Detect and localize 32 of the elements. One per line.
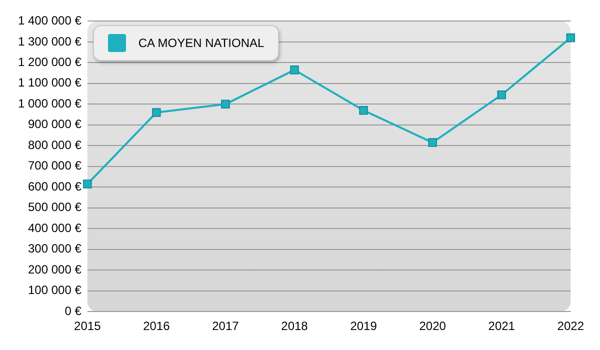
x-tick-label: 2020 bbox=[419, 319, 446, 334]
x-tick-label: 2017 bbox=[212, 319, 240, 334]
point bbox=[497, 90, 506, 100]
x-tick-label: 2015 bbox=[74, 319, 102, 334]
y-tick-label: 400 000 € bbox=[28, 220, 82, 235]
x-tick-label: 2016 bbox=[143, 319, 170, 334]
x-tick-label: 2021 bbox=[488, 319, 516, 334]
y-tick-label: 0 € bbox=[64, 304, 82, 318]
y-tick-label: 1 100 000 € bbox=[18, 76, 82, 90]
point bbox=[83, 180, 92, 188]
y-tick-label: 100 000 € bbox=[28, 283, 82, 298]
x-tick-label: 2018 bbox=[281, 319, 308, 334]
y-tick-label: 1 000 000 € bbox=[18, 96, 82, 110]
y-tick-label: 700 000 € bbox=[28, 158, 82, 173]
y-tick-label: 500 000 € bbox=[28, 200, 82, 214]
y-tick-label: 1 200 000 € bbox=[18, 55, 82, 69]
y-tick-label: 900 000 € bbox=[28, 117, 82, 132]
point bbox=[221, 100, 230, 109]
y-tick-label: 600 000 € bbox=[28, 179, 82, 194]
point bbox=[428, 138, 437, 147]
point bbox=[566, 33, 576, 42]
y-tick-label: 1 300 000 € bbox=[18, 34, 82, 48]
y-tick-label: 200 000 € bbox=[28, 262, 82, 276]
y-tick-label: 800 000 € bbox=[28, 138, 82, 152]
x-tick-label: 2022 bbox=[557, 319, 584, 334]
point bbox=[359, 106, 368, 115]
x-tick-label: 2019 bbox=[350, 319, 378, 334]
y-tick-label: 300 000 € bbox=[28, 242, 82, 256]
point bbox=[290, 66, 299, 74]
legend-label: CA MOYEN NATIONAL bbox=[138, 36, 264, 50]
y-tick-label: 1 400 000 € bbox=[18, 14, 82, 28]
point bbox=[152, 108, 161, 117]
